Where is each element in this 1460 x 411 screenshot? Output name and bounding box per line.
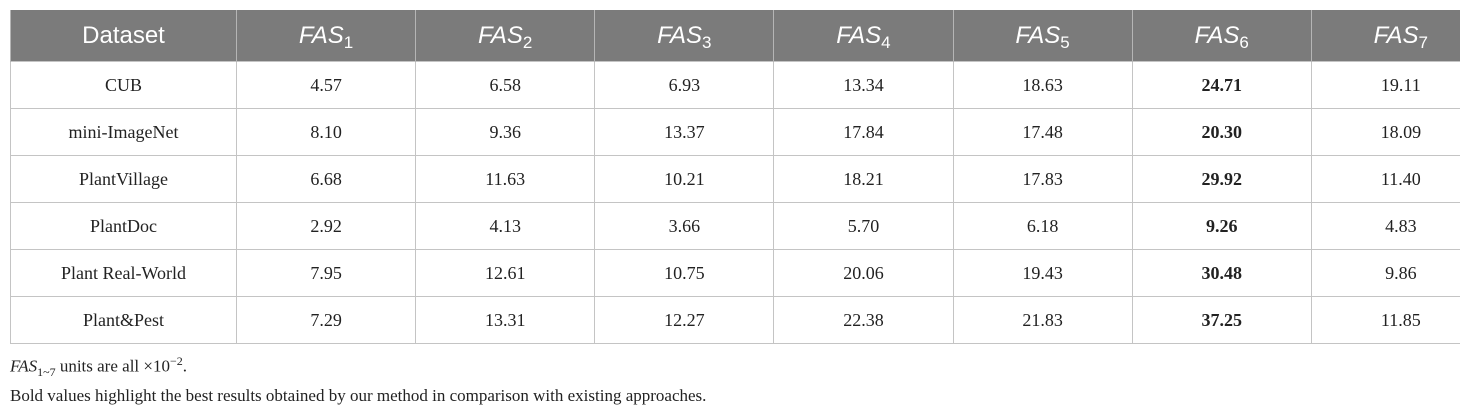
best-value-cell: 30.48 bbox=[1131, 249, 1312, 297]
value-cell: 7.95 bbox=[235, 249, 417, 297]
value-cell: 11.63 bbox=[415, 155, 596, 203]
footnote-units: FAS1~7 units are all ×10−2. bbox=[10, 354, 188, 380]
table-row: PlantVillage 6.68 11.63 10.21 18.21 17.8… bbox=[10, 155, 1460, 203]
header-fas-2: FAS2 bbox=[415, 10, 596, 62]
header-dataset: Dataset bbox=[10, 10, 237, 62]
value-cell: 11.40 bbox=[1310, 155, 1460, 203]
value-cell: 3.66 bbox=[594, 202, 775, 250]
value-cell: 13.37 bbox=[594, 108, 775, 156]
value-cell: 11.85 bbox=[1310, 296, 1460, 344]
value-cell: 2.92 bbox=[235, 202, 417, 250]
best-value-cell: 20.30 bbox=[1131, 108, 1312, 156]
dataset-cell: Plant&Pest bbox=[10, 296, 237, 344]
value-cell: 12.27 bbox=[594, 296, 775, 344]
table-footnotes: FAS1~7 units are all ×10−2. Bold values … bbox=[10, 350, 1450, 407]
value-cell: 19.43 bbox=[952, 249, 1133, 297]
table-header-row: Dataset FAS1 FAS2 FAS3 FAS4 FAS5 FAS6 FA… bbox=[10, 10, 1460, 62]
value-cell: 6.93 bbox=[594, 61, 775, 109]
value-cell: 10.75 bbox=[594, 249, 775, 297]
value-cell: 8.10 bbox=[235, 108, 417, 156]
value-cell: 18.21 bbox=[773, 155, 954, 203]
value-cell: 4.13 bbox=[415, 202, 596, 250]
dataset-cell: CUB bbox=[10, 61, 237, 109]
results-table-container: Dataset FAS1 FAS2 FAS3 FAS4 FAS5 FAS6 FA… bbox=[10, 10, 1460, 407]
best-value-cell: 37.25 bbox=[1131, 296, 1312, 344]
best-value-cell: 29.92 bbox=[1131, 155, 1312, 203]
value-cell: 6.68 bbox=[235, 155, 417, 203]
dataset-cell: Plant Real-World bbox=[10, 249, 237, 297]
value-cell: 13.34 bbox=[773, 61, 954, 109]
value-cell: 13.31 bbox=[415, 296, 596, 344]
value-cell: 4.57 bbox=[235, 61, 417, 109]
header-fas-3: FAS3 bbox=[594, 10, 775, 62]
dataset-cell: PlantDoc bbox=[10, 202, 237, 250]
value-cell: 18.09 bbox=[1310, 108, 1460, 156]
header-fas-6: FAS6 bbox=[1131, 10, 1312, 62]
header-fas-1: FAS1 bbox=[235, 10, 417, 62]
dataset-cell: PlantVillage bbox=[10, 155, 237, 203]
value-cell: 17.84 bbox=[773, 108, 954, 156]
value-cell: 19.11 bbox=[1310, 61, 1460, 109]
results-table: Dataset FAS1 FAS2 FAS3 FAS4 FAS5 FAS6 FA… bbox=[10, 10, 1460, 344]
table-row: mini-ImageNet 8.10 9.36 13.37 17.84 17.4… bbox=[10, 108, 1460, 156]
header-fas-4: FAS4 bbox=[773, 10, 954, 62]
value-cell: 20.06 bbox=[773, 249, 954, 297]
dataset-cell: mini-ImageNet bbox=[10, 108, 237, 156]
value-cell: 12.61 bbox=[415, 249, 596, 297]
table-row: CUB 4.57 6.58 6.93 13.34 18.63 24.71 19.… bbox=[10, 61, 1460, 109]
best-value-cell: 9.26 bbox=[1131, 202, 1312, 250]
header-fas-7: FAS7 bbox=[1310, 10, 1460, 62]
value-cell: 5.70 bbox=[773, 202, 954, 250]
table-row: PlantDoc 2.92 4.13 3.66 5.70 6.18 9.26 4… bbox=[10, 202, 1460, 250]
table-row: Plant&Pest 7.29 13.31 12.27 22.38 21.83 … bbox=[10, 296, 1460, 344]
best-value-cell: 24.71 bbox=[1131, 61, 1312, 109]
value-cell: 9.36 bbox=[415, 108, 596, 156]
footnote-bold-explanation: Bold values highlight the best results o… bbox=[10, 386, 707, 406]
table-row: Plant Real-World 7.95 12.61 10.75 20.06 … bbox=[10, 249, 1460, 297]
value-cell: 7.29 bbox=[235, 296, 417, 344]
value-cell: 21.83 bbox=[952, 296, 1133, 344]
value-cell: 4.83 bbox=[1310, 202, 1460, 250]
value-cell: 6.58 bbox=[415, 61, 596, 109]
value-cell: 9.86 bbox=[1310, 249, 1460, 297]
value-cell: 17.48 bbox=[952, 108, 1133, 156]
value-cell: 6.18 bbox=[952, 202, 1133, 250]
value-cell: 10.21 bbox=[594, 155, 775, 203]
value-cell: 18.63 bbox=[952, 61, 1133, 109]
value-cell: 17.83 bbox=[952, 155, 1133, 203]
header-fas-5: FAS5 bbox=[952, 10, 1133, 62]
value-cell: 22.38 bbox=[773, 296, 954, 344]
